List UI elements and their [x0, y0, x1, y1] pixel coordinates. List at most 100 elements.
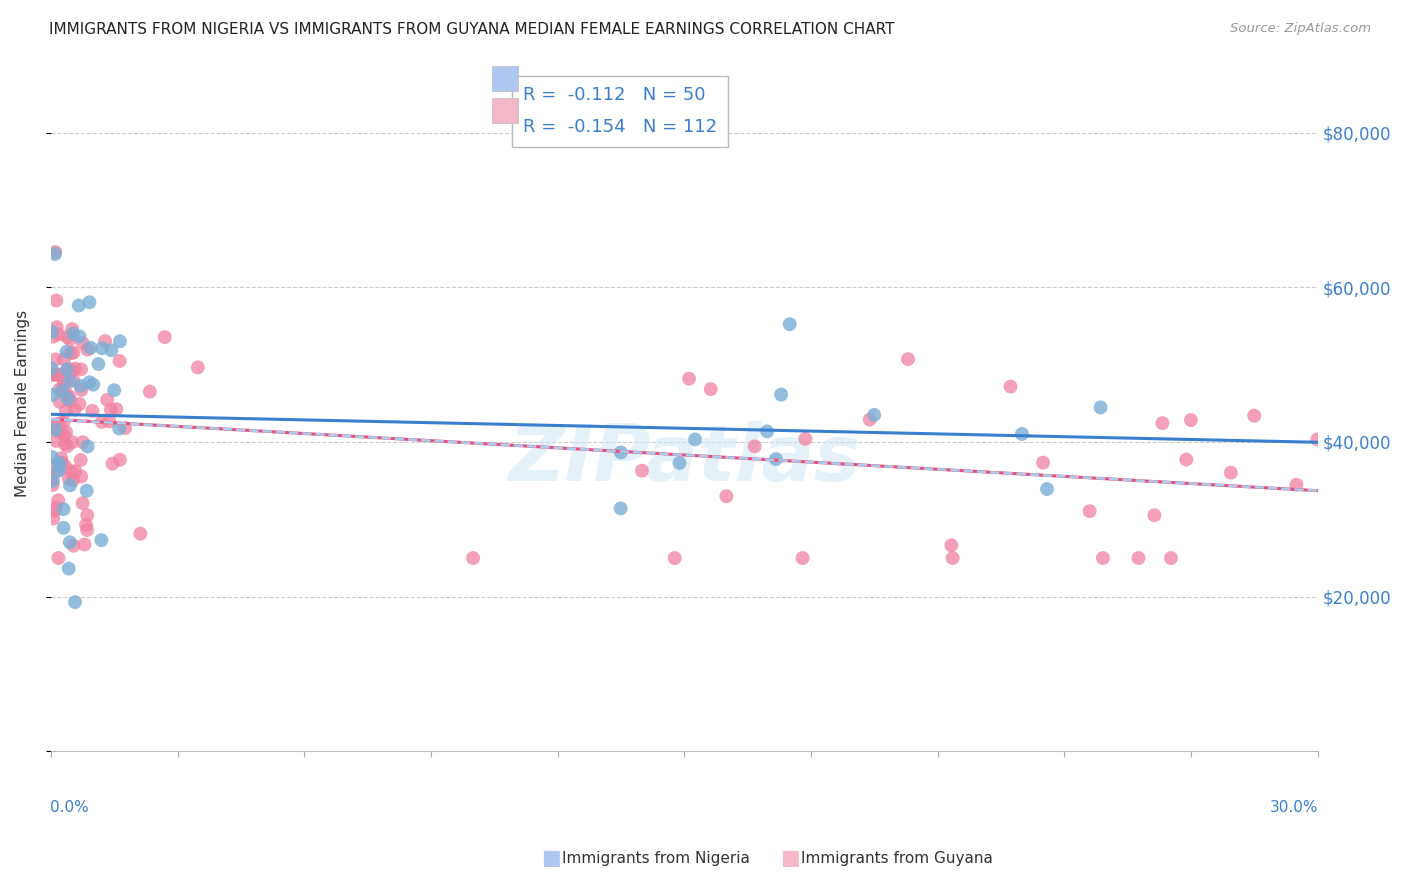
Point — [41, 418, 63, 433]
Point — [75, 517, 97, 532]
Text: ZIPatlas: ZIPatlas — [508, 421, 860, 497]
Point — [63, 402, 86, 417]
Point — [82, 377, 104, 392]
Point — [100, 402, 122, 417]
Point — [794, 432, 817, 446]
Point — [59, 346, 82, 360]
Text: 0.0%: 0.0% — [49, 800, 89, 815]
Point — [139, 384, 162, 399]
Point — [756, 425, 779, 439]
Point — [42, 511, 65, 525]
Point — [48, 425, 70, 439]
Point — [51, 451, 73, 466]
Point — [55, 386, 77, 401]
Point — [609, 501, 631, 516]
Point — [105, 402, 128, 417]
Point — [96, 392, 118, 407]
Point — [41, 361, 63, 376]
Point — [48, 458, 70, 473]
Point — [779, 317, 801, 331]
Point — [62, 539, 84, 553]
Text: IMMIGRANTS FROM NIGERIA VS IMMIGRANTS FROM GUYANA MEDIAN FEMALE EARNINGS CORRELA: IMMIGRANTS FROM NIGERIA VS IMMIGRANTS FR… — [49, 22, 894, 37]
Point — [56, 439, 79, 453]
Point — [1032, 456, 1054, 470]
Point — [55, 425, 77, 440]
Point — [51, 456, 73, 470]
Point — [461, 551, 484, 566]
Point — [76, 440, 98, 454]
Point — [108, 354, 131, 368]
Point — [90, 415, 112, 429]
Point — [668, 456, 690, 470]
Point — [63, 595, 86, 609]
Point — [108, 452, 131, 467]
Point — [59, 393, 82, 408]
Point — [1306, 433, 1329, 447]
Point — [48, 551, 70, 566]
Point — [48, 327, 70, 342]
Point — [76, 483, 98, 498]
Point — [863, 408, 886, 422]
Point — [51, 384, 73, 399]
Point — [859, 412, 882, 426]
Point — [42, 388, 65, 402]
Point — [60, 435, 83, 450]
Point — [45, 500, 67, 515]
Point — [76, 508, 98, 523]
Text: Source: ZipAtlas.com: Source: ZipAtlas.com — [1230, 22, 1371, 36]
Point — [62, 326, 84, 341]
Point — [1152, 416, 1174, 430]
Point — [59, 535, 82, 549]
Text: ■: ■ — [780, 848, 800, 868]
Point — [45, 320, 67, 334]
Point — [631, 464, 654, 478]
Point — [76, 523, 98, 537]
Point — [1243, 409, 1265, 423]
Point — [79, 341, 101, 355]
Point — [62, 374, 84, 388]
Point — [792, 551, 814, 566]
Point — [91, 341, 114, 355]
Point — [48, 368, 70, 382]
Point — [1180, 413, 1202, 427]
Point — [897, 352, 920, 367]
Point — [129, 526, 152, 541]
Point — [45, 464, 67, 478]
Point — [55, 344, 77, 359]
Point — [56, 392, 79, 406]
Point — [44, 367, 66, 381]
Point — [45, 352, 67, 367]
Point — [70, 362, 93, 376]
Point — [52, 428, 75, 442]
Point — [60, 364, 83, 378]
Point — [42, 329, 65, 343]
Point — [700, 382, 723, 396]
Point — [1036, 482, 1059, 496]
Point — [79, 295, 101, 310]
Point — [62, 345, 84, 359]
Point — [42, 474, 65, 488]
Point — [41, 450, 63, 464]
Point — [1143, 508, 1166, 523]
Point — [69, 378, 91, 392]
Point — [70, 469, 93, 483]
Point — [53, 437, 76, 451]
Point — [62, 473, 84, 487]
Point — [153, 330, 176, 344]
Point — [44, 503, 66, 517]
Point — [58, 390, 80, 404]
Point — [76, 343, 98, 357]
Point — [87, 357, 110, 371]
Point — [770, 387, 793, 401]
Point — [44, 458, 66, 473]
Point — [44, 423, 66, 437]
Point — [58, 472, 80, 486]
Point — [59, 374, 82, 388]
FancyBboxPatch shape — [492, 66, 519, 91]
Point — [59, 478, 82, 492]
Point — [1219, 466, 1241, 480]
Text: Immigrants from Nigeria: Immigrants from Nigeria — [562, 851, 751, 865]
Point — [941, 538, 963, 552]
Point — [1128, 551, 1150, 566]
Point — [52, 416, 75, 430]
